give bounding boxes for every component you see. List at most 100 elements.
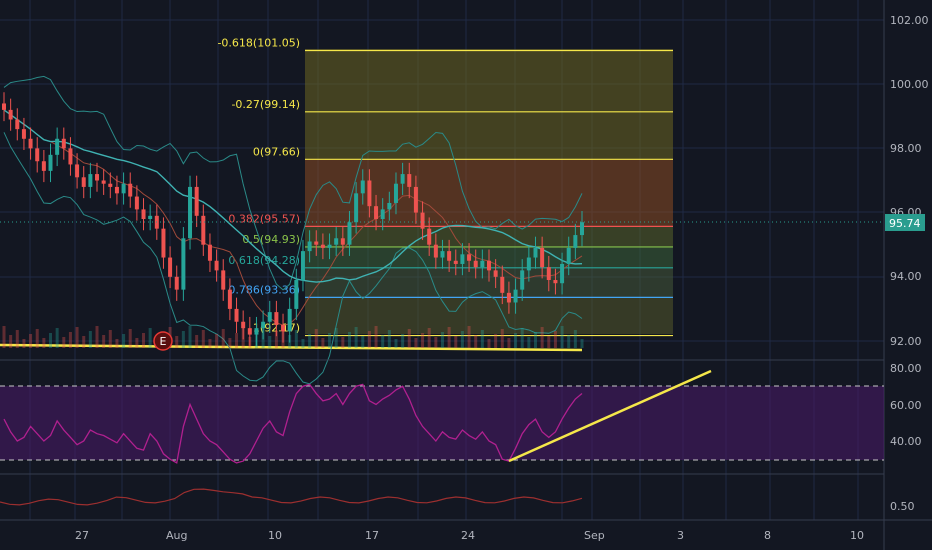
- rsi-axis-label: 80.00: [890, 362, 922, 375]
- price-axis[interactable]: 102.00 100.00 98.00 96.00 94.00 92.00: [890, 14, 929, 348]
- time-axis[interactable]: 27 Aug 10 17 24 Sep 3 8 10: [75, 529, 864, 542]
- candle-body: [207, 244, 212, 261]
- earnings-marker-label: E: [160, 335, 167, 348]
- candle-body: [506, 292, 511, 303]
- volume-bar: [294, 330, 298, 348]
- price-axis-label: 92.00: [890, 335, 922, 348]
- volume-bar: [401, 334, 405, 348]
- volume-bar: [88, 331, 92, 348]
- candle-body: [400, 174, 405, 184]
- volume-bar: [467, 326, 471, 348]
- time-axis-label: 27: [75, 529, 89, 542]
- candle-body: [526, 257, 531, 271]
- time-axis-label: 24: [461, 529, 475, 542]
- candle-body: [500, 276, 505, 293]
- lower-indicator-line: [0, 488, 583, 506]
- price-axis-label: 102.00: [890, 14, 929, 27]
- candle-body: [274, 312, 279, 325]
- candle-body: [194, 186, 199, 216]
- volume-bar: [347, 332, 351, 348]
- volume-bar: [460, 331, 464, 348]
- volume-bar: [553, 331, 557, 348]
- rsi-axis[interactable]: 80.00 60.00 40.00: [890, 362, 922, 448]
- volume-bar: [15, 330, 19, 348]
- candle-body: [354, 193, 359, 223]
- price-axis-label: 100.00: [890, 78, 929, 91]
- volume-bar: [42, 338, 46, 348]
- candle-body: [55, 138, 60, 155]
- candle-body: [413, 186, 418, 213]
- candle-body: [121, 183, 126, 194]
- candle-body: [387, 202, 392, 210]
- candle-body: [214, 260, 219, 271]
- volume-bar: [321, 338, 325, 348]
- volume-bar: [454, 336, 458, 348]
- volume-bar: [334, 328, 338, 348]
- candle-body: [447, 251, 452, 261]
- volume-bar: [102, 335, 106, 348]
- volume-bar: [22, 339, 26, 348]
- candle-body: [473, 260, 478, 268]
- rsi-axis-label: 60.00: [890, 399, 922, 412]
- volume-bar: [261, 327, 265, 348]
- volume-bar: [547, 336, 551, 348]
- candle-body: [480, 260, 485, 268]
- candle-body: [300, 251, 305, 281]
- candle-body: [374, 206, 379, 220]
- rsi-trend-line[interactable]: [508, 369, 712, 463]
- volume-bar: [148, 328, 152, 348]
- candle-body: [307, 241, 312, 252]
- fib-level-label: 0.618(94.28): [228, 254, 300, 267]
- volume-bar: [95, 326, 99, 348]
- candle-body: [201, 215, 206, 245]
- candle-body: [88, 174, 93, 187]
- fibonacci-retracement[interactable]: [305, 49, 673, 334]
- candle-body: [141, 209, 146, 220]
- candle-body: [573, 235, 578, 248]
- volume-bar: [181, 331, 185, 348]
- candle-body: [334, 238, 339, 245]
- current-price-tag: 95.74: [885, 214, 925, 231]
- candle-body: [440, 251, 445, 258]
- volume-bar: [49, 333, 53, 348]
- volume-bar: [580, 339, 584, 348]
- candle-body: [28, 138, 33, 149]
- candle-body: [546, 267, 551, 281]
- volume-bar: [68, 332, 72, 348]
- candle-body: [453, 260, 458, 264]
- candle-body: [320, 244, 325, 248]
- volume-bar: [308, 334, 312, 348]
- volume-bar: [115, 339, 119, 348]
- volume-bar: [540, 327, 544, 348]
- volume-bar: [128, 329, 132, 348]
- volume-bar: [208, 339, 212, 348]
- volume-bar: [235, 333, 239, 348]
- earnings-marker[interactable]: E: [153, 331, 173, 351]
- time-axis-label: 3: [677, 529, 684, 542]
- candle-body: [2, 103, 6, 110]
- candle-body: [560, 263, 565, 284]
- volume-bar: [254, 332, 258, 348]
- volume-bar: [288, 335, 292, 348]
- earnings-marker-circle: [153, 331, 173, 351]
- candle-body: [148, 215, 153, 220]
- candle-body: [294, 280, 299, 309]
- support-line[interactable]: [0, 343, 583, 352]
- candle-body: [287, 308, 292, 332]
- current-price-tag-bg: [885, 214, 925, 231]
- time-axis-label: Sep: [584, 529, 605, 542]
- volume-bar: [487, 339, 491, 348]
- candle-body: [114, 186, 119, 194]
- volume-bar: [301, 339, 305, 348]
- volume-bar: [341, 337, 345, 348]
- volume-bar: [221, 329, 225, 348]
- volume-bar: [560, 326, 564, 348]
- volume-bar: [500, 329, 504, 348]
- short-moving-average: [3, 109, 583, 326]
- candle-body: [188, 186, 193, 239]
- candle-body: [95, 174, 100, 181]
- volume-bar: [440, 332, 444, 348]
- lower-axis-label: 0.50: [890, 500, 915, 513]
- candle-body: [234, 308, 239, 322]
